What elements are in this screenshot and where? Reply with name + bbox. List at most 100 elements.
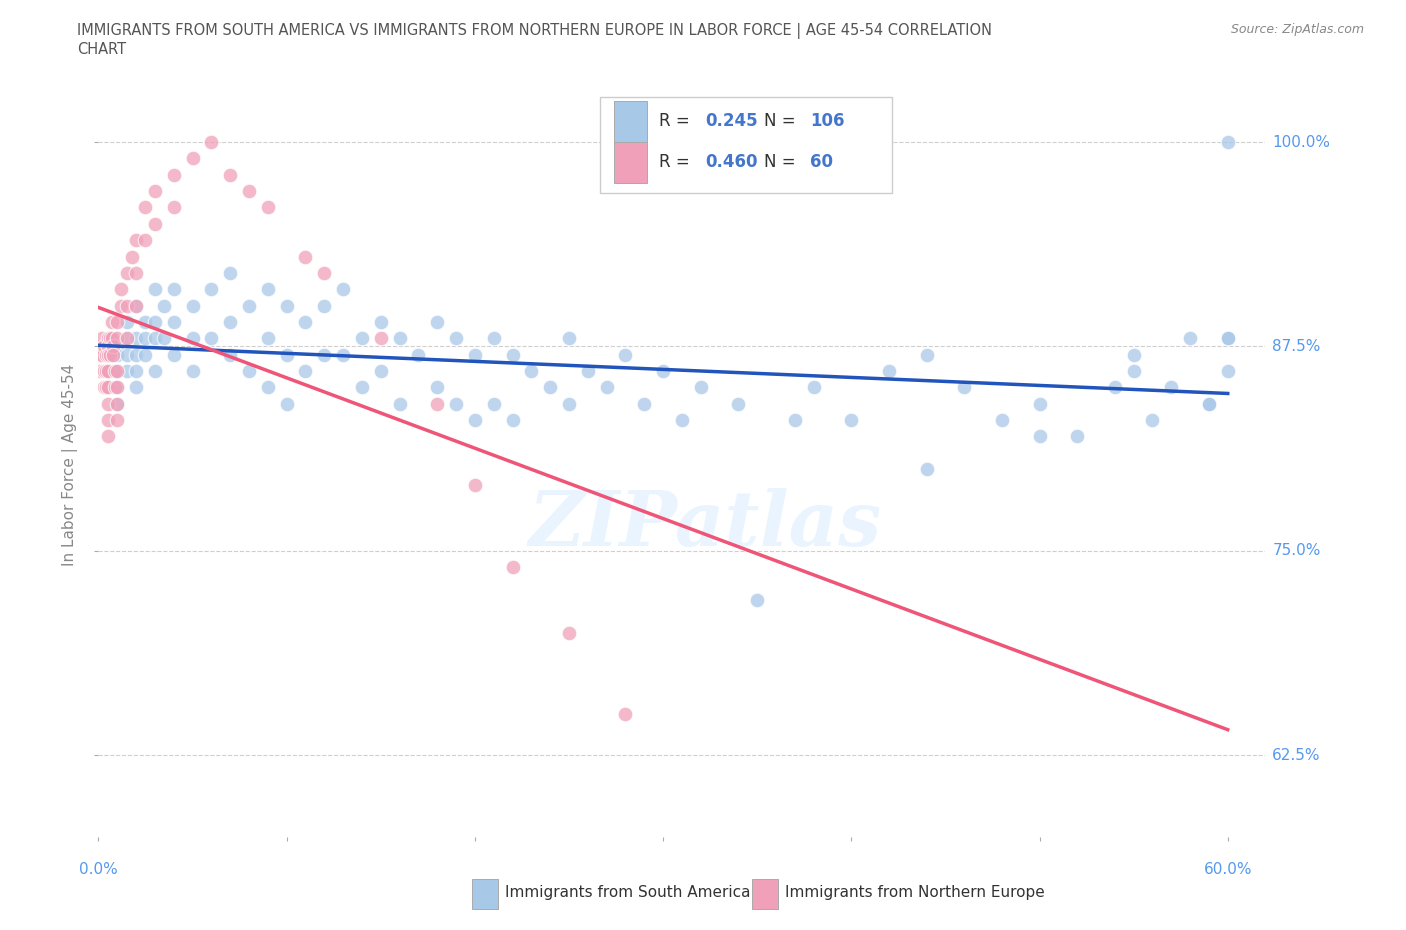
Point (103, 347, 125, 362)
Point (163, 167, 186, 182)
Point (93, 364, 115, 379)
Point (1104, 379, 1126, 394)
Point (153, 299, 176, 313)
Point (991, 413, 1014, 428)
Point (125, 331, 148, 346)
Point (181, 299, 204, 313)
Point (97, 364, 120, 379)
Point (276, 396, 298, 411)
Point (294, 314, 316, 329)
Point (143, 217, 166, 232)
Point (115, 347, 138, 362)
Point (100, 331, 122, 346)
Point (134, 331, 156, 346)
Point (294, 249, 316, 264)
Point (408, 347, 430, 362)
Point (200, 331, 222, 346)
Point (276, 347, 298, 362)
Point (1216, 135, 1239, 150)
Point (314, 347, 336, 362)
Point (98, 347, 121, 362)
Point (110, 299, 132, 313)
Point (482, 331, 505, 346)
Bar (752, 880, 778, 910)
Point (115, 331, 138, 346)
Point (104, 364, 127, 379)
Point (97, 396, 120, 411)
Text: 60.0%: 60.0% (1204, 862, 1251, 877)
Point (595, 379, 617, 394)
Point (125, 347, 148, 362)
Point (426, 314, 449, 329)
Point (94, 347, 117, 362)
Point (1122, 364, 1144, 379)
Point (143, 314, 166, 329)
Text: 0.0%: 0.0% (79, 862, 118, 877)
Point (482, 396, 505, 411)
Point (219, 265, 242, 280)
Point (219, 314, 242, 329)
Point (1142, 413, 1164, 428)
Point (370, 331, 392, 346)
Point (89, 364, 111, 379)
Text: 106: 106 (810, 113, 845, 130)
Point (502, 413, 524, 428)
Point (350, 379, 373, 394)
Text: N =: N = (763, 153, 800, 171)
Point (105, 379, 128, 394)
Point (877, 364, 900, 379)
Point (143, 282, 166, 297)
Point (125, 379, 148, 394)
Point (134, 200, 156, 215)
Point (953, 379, 976, 394)
Point (163, 347, 186, 362)
Bar (472, 880, 498, 910)
Text: Immigrants from South America: Immigrants from South America (505, 885, 749, 900)
Point (219, 167, 242, 182)
Point (105, 413, 128, 428)
Point (1066, 429, 1088, 444)
Point (105, 396, 128, 411)
Point (238, 364, 260, 379)
Point (256, 282, 278, 297)
Point (134, 347, 156, 362)
Point (426, 379, 449, 394)
Text: 75.0%: 75.0% (1272, 543, 1320, 558)
Point (105, 331, 128, 346)
Point (1198, 396, 1220, 411)
Point (350, 331, 373, 346)
Point (115, 265, 138, 280)
Point (97, 364, 120, 379)
Point (143, 331, 166, 346)
Point (105, 396, 128, 411)
Y-axis label: In Labor Force | Age 45-54: In Labor Force | Age 45-54 (62, 364, 79, 566)
Text: 62.5%: 62.5% (1272, 748, 1320, 763)
Point (94, 364, 117, 379)
Point (93, 379, 115, 394)
Point (1216, 331, 1239, 346)
Point (444, 331, 467, 346)
Text: 0.460: 0.460 (706, 153, 758, 171)
Point (105, 339, 128, 354)
Point (93, 339, 115, 354)
Point (115, 299, 138, 313)
Point (97, 331, 120, 346)
Point (727, 396, 749, 411)
Point (314, 265, 336, 280)
Point (538, 379, 561, 394)
Point (558, 625, 581, 640)
Point (97, 339, 120, 354)
Text: Immigrants from Northern Europe: Immigrants from Northern Europe (785, 885, 1045, 900)
Point (803, 379, 825, 394)
Text: 0.245: 0.245 (706, 113, 758, 130)
Point (89, 347, 111, 362)
Point (100, 314, 122, 329)
Bar (614, 100, 647, 141)
Text: R =: R = (658, 153, 695, 171)
Point (426, 396, 449, 411)
Point (103, 339, 125, 354)
Point (181, 331, 204, 346)
Point (558, 396, 581, 411)
Point (143, 183, 166, 198)
Point (125, 299, 148, 313)
